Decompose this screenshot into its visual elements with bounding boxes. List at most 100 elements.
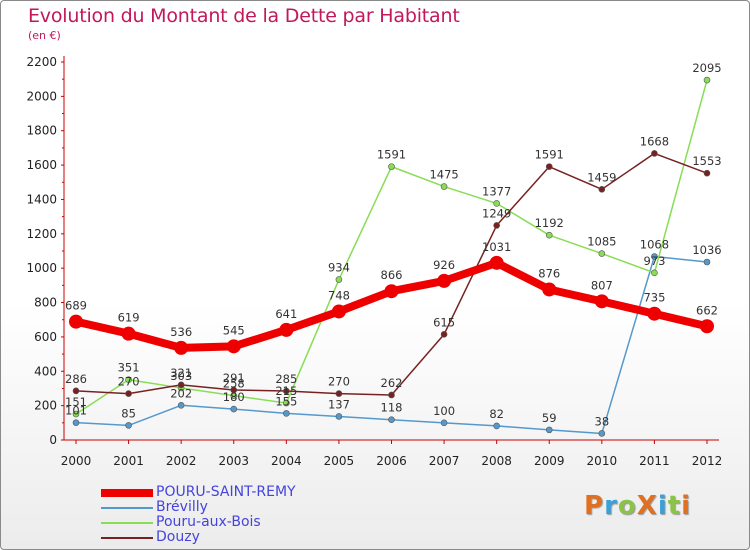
- data-label: 155: [275, 394, 297, 408]
- data-label: 536: [170, 325, 192, 339]
- data-label: 137: [328, 397, 350, 411]
- data-label: 934: [328, 261, 350, 275]
- data-label: 876: [538, 266, 560, 280]
- data-point: [493, 222, 500, 229]
- data-label: 38: [595, 414, 610, 428]
- logo-letter: X: [636, 491, 658, 521]
- x-tick-label: 2008: [481, 454, 512, 468]
- data-point: [598, 250, 606, 257]
- data-point: [177, 401, 185, 409]
- x-tick-label: 2000: [61, 454, 92, 468]
- data-label: 101: [65, 404, 87, 418]
- logo-letter: o: [617, 491, 637, 521]
- data-label: 1459: [587, 170, 616, 184]
- data-point: [542, 282, 557, 297]
- data-point: [440, 331, 448, 338]
- data-label: 748: [328, 288, 350, 302]
- data-point: [384, 284, 399, 299]
- data-point: [703, 258, 711, 266]
- legend-swatch: [101, 489, 153, 497]
- data-label: 321: [170, 366, 192, 380]
- data-label: 100: [433, 404, 455, 418]
- y-tick-label: 800: [34, 296, 57, 310]
- legend-label: Brévilly: [156, 499, 208, 515]
- data-label: 215: [275, 384, 297, 398]
- y-tick-label: 600: [34, 330, 57, 344]
- data-point: [440, 419, 448, 427]
- data-label: 291: [223, 371, 245, 385]
- data-point: [437, 273, 452, 288]
- data-label: 926: [433, 258, 455, 272]
- x-tick-label: 2005: [324, 454, 355, 468]
- y-tick-label: 1800: [26, 124, 57, 138]
- y-tick-label: 1000: [26, 261, 57, 275]
- data-point: [72, 387, 80, 395]
- data-label: 1377: [482, 184, 511, 198]
- y-tick-label: 1600: [26, 158, 57, 172]
- x-tick-label: 2004: [271, 454, 302, 468]
- data-point: [545, 426, 553, 434]
- data-label: 735: [643, 291, 665, 305]
- legend-item-pouru-saint-remy[interactable]: POURU-SAINT-REMY: [101, 484, 361, 500]
- data-label: 351: [118, 361, 140, 375]
- data-point: [230, 386, 238, 394]
- data-label: 1031: [482, 240, 511, 254]
- data-label: 1192: [535, 216, 564, 230]
- data-label: 545: [223, 323, 245, 337]
- data-label: 619: [118, 311, 140, 325]
- data-point: [279, 322, 294, 337]
- data-point: [651, 269, 658, 277]
- data-point: [72, 419, 80, 426]
- data-label: 807: [591, 278, 613, 292]
- legend-label: Pouru-aux-Bois: [156, 514, 261, 530]
- data-point: [489, 255, 504, 270]
- data-point: [598, 186, 606, 193]
- data-point: [598, 430, 606, 437]
- legend-item-pouru-aux-bois[interactable]: Pouru-aux-Bois: [101, 514, 361, 530]
- data-label: 285: [275, 372, 297, 386]
- data-point: [335, 390, 343, 397]
- x-tick-label: 2010: [587, 454, 618, 468]
- x-tick-label: 2002: [166, 454, 197, 468]
- data-point: [283, 399, 290, 407]
- data-point: [651, 253, 658, 260]
- data-point: [388, 391, 395, 399]
- data-label: 2095: [692, 61, 721, 75]
- legend-item-douzy[interactable]: Douzy: [101, 529, 361, 545]
- y-tick-label: 2200: [26, 55, 57, 69]
- data-point: [594, 294, 609, 309]
- legend-label: Douzy: [156, 529, 200, 545]
- data-point: [388, 416, 395, 424]
- legend-swatch: [101, 522, 153, 524]
- chart-title: Evolution du Montant de la Dette par Hab…: [28, 5, 460, 27]
- data-label: 270: [118, 375, 140, 389]
- legend-item-brevilly[interactable]: Brévilly: [101, 499, 361, 515]
- data-label: 1475: [429, 168, 458, 182]
- data-point: [545, 163, 553, 170]
- data-label: 1591: [377, 148, 406, 162]
- data-label: 615: [433, 315, 455, 329]
- data-point: [331, 304, 346, 319]
- data-point: [230, 405, 238, 413]
- data-point: [440, 183, 448, 190]
- data-label: 85: [121, 406, 136, 420]
- data-point: [177, 381, 185, 389]
- data-label: 1591: [535, 148, 564, 162]
- x-tick-label: 2006: [376, 454, 407, 468]
- data-label: 286: [65, 372, 87, 386]
- legend-swatch: [101, 507, 153, 509]
- data-point: [493, 200, 500, 207]
- data-point: [283, 410, 290, 417]
- proxiti-logo: ProXiti: [584, 491, 691, 521]
- data-point: [647, 306, 662, 321]
- data-label: 270: [328, 375, 350, 389]
- data-point: [388, 163, 395, 170]
- data-point: [703, 169, 711, 177]
- data-label: 303: [170, 369, 192, 383]
- data-label: 262: [381, 376, 403, 390]
- data-label: 973: [643, 254, 665, 268]
- x-tick-label: 2007: [429, 454, 460, 468]
- data-label: 1036: [692, 243, 721, 257]
